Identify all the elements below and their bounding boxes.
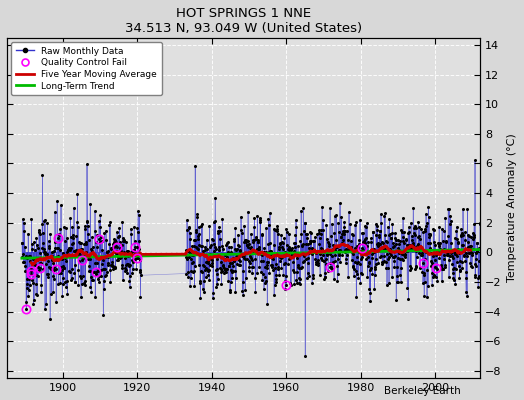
Y-axis label: Temperature Anomaly (°C): Temperature Anomaly (°C) bbox=[507, 134, 517, 282]
Title: HOT SPRINGS 1 NNE
34.513 N, 93.049 W (United States): HOT SPRINGS 1 NNE 34.513 N, 93.049 W (Un… bbox=[125, 7, 362, 35]
Legend: Raw Monthly Data, Quality Control Fail, Five Year Moving Average, Long-Term Tren: Raw Monthly Data, Quality Control Fail, … bbox=[12, 42, 161, 95]
Text: Berkeley Earth: Berkeley Earth bbox=[385, 386, 461, 396]
